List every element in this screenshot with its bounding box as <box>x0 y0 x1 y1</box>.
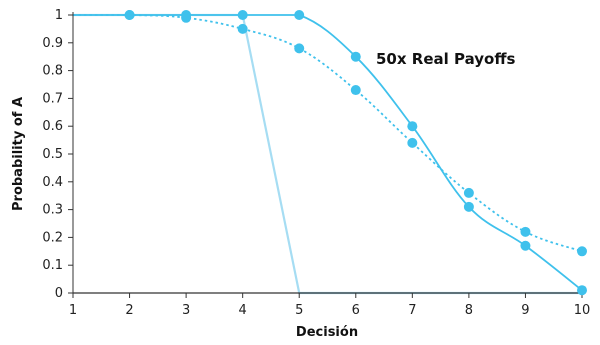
series-0-point <box>350 51 361 62</box>
x-tick-label: 8 <box>465 303 473 318</box>
y-tick-label: 0.3 <box>42 203 63 218</box>
series-0-point <box>463 201 474 212</box>
series-1-point <box>463 187 474 198</box>
series-1-point <box>181 12 192 23</box>
y-ticks: 0 0.1 0.2 0.3 0.4 0.5 0.6 0.7 0.8 0.9 1 <box>42 8 73 301</box>
x-tick-label: 4 <box>239 303 247 318</box>
y-tick-label: 0.8 <box>42 64 63 79</box>
y-tick-label: 0.4 <box>42 175 63 190</box>
series-0-point <box>577 285 587 296</box>
y-tick-label: 0.2 <box>42 230 63 245</box>
y-tick-label: 1 <box>55 8 63 23</box>
x-tick-label: 1 <box>69 303 77 318</box>
x-tick-label: 6 <box>352 303 360 318</box>
series-0-point <box>294 10 305 20</box>
y-tick-label: 0 <box>55 286 63 301</box>
series-0-point <box>520 240 531 251</box>
x-axis-title: Decisión <box>296 325 358 340</box>
x-tick-label: 5 <box>295 303 303 318</box>
series-1-point <box>124 10 135 20</box>
y-tick-label: 0.6 <box>42 119 63 134</box>
series-1-point <box>407 137 418 148</box>
series-1-point <box>237 23 248 34</box>
markers <box>124 10 587 296</box>
x-ticks: 1 2 3 4 5 6 7 8 9 10 <box>69 293 590 318</box>
chart-annotation: 50x Real Payoffs <box>376 50 515 68</box>
series-line-1 <box>73 14 583 253</box>
x-tick-label: 2 <box>125 303 133 318</box>
y-tick-label: 0.1 <box>42 258 63 273</box>
series-0-point <box>407 121 418 132</box>
series-line-0 <box>73 14 583 291</box>
x-tick-label: 9 <box>521 303 529 318</box>
x-tick-label: 7 <box>408 303 416 318</box>
y-tick-label: 0.7 <box>42 91 63 106</box>
y-tick-label: 0.9 <box>42 36 63 51</box>
x-tick-label: 10 <box>574 303 591 318</box>
series-1-point <box>294 43 305 54</box>
series-1-point <box>520 226 531 237</box>
y-axis-title: Probability of A <box>11 97 26 211</box>
series-1-point <box>577 246 587 257</box>
series-1-point <box>350 85 361 96</box>
x-tick-label: 3 <box>182 303 190 318</box>
series-0-point <box>237 10 248 20</box>
y-tick-label: 0.5 <box>42 147 63 162</box>
axes <box>72 12 582 294</box>
